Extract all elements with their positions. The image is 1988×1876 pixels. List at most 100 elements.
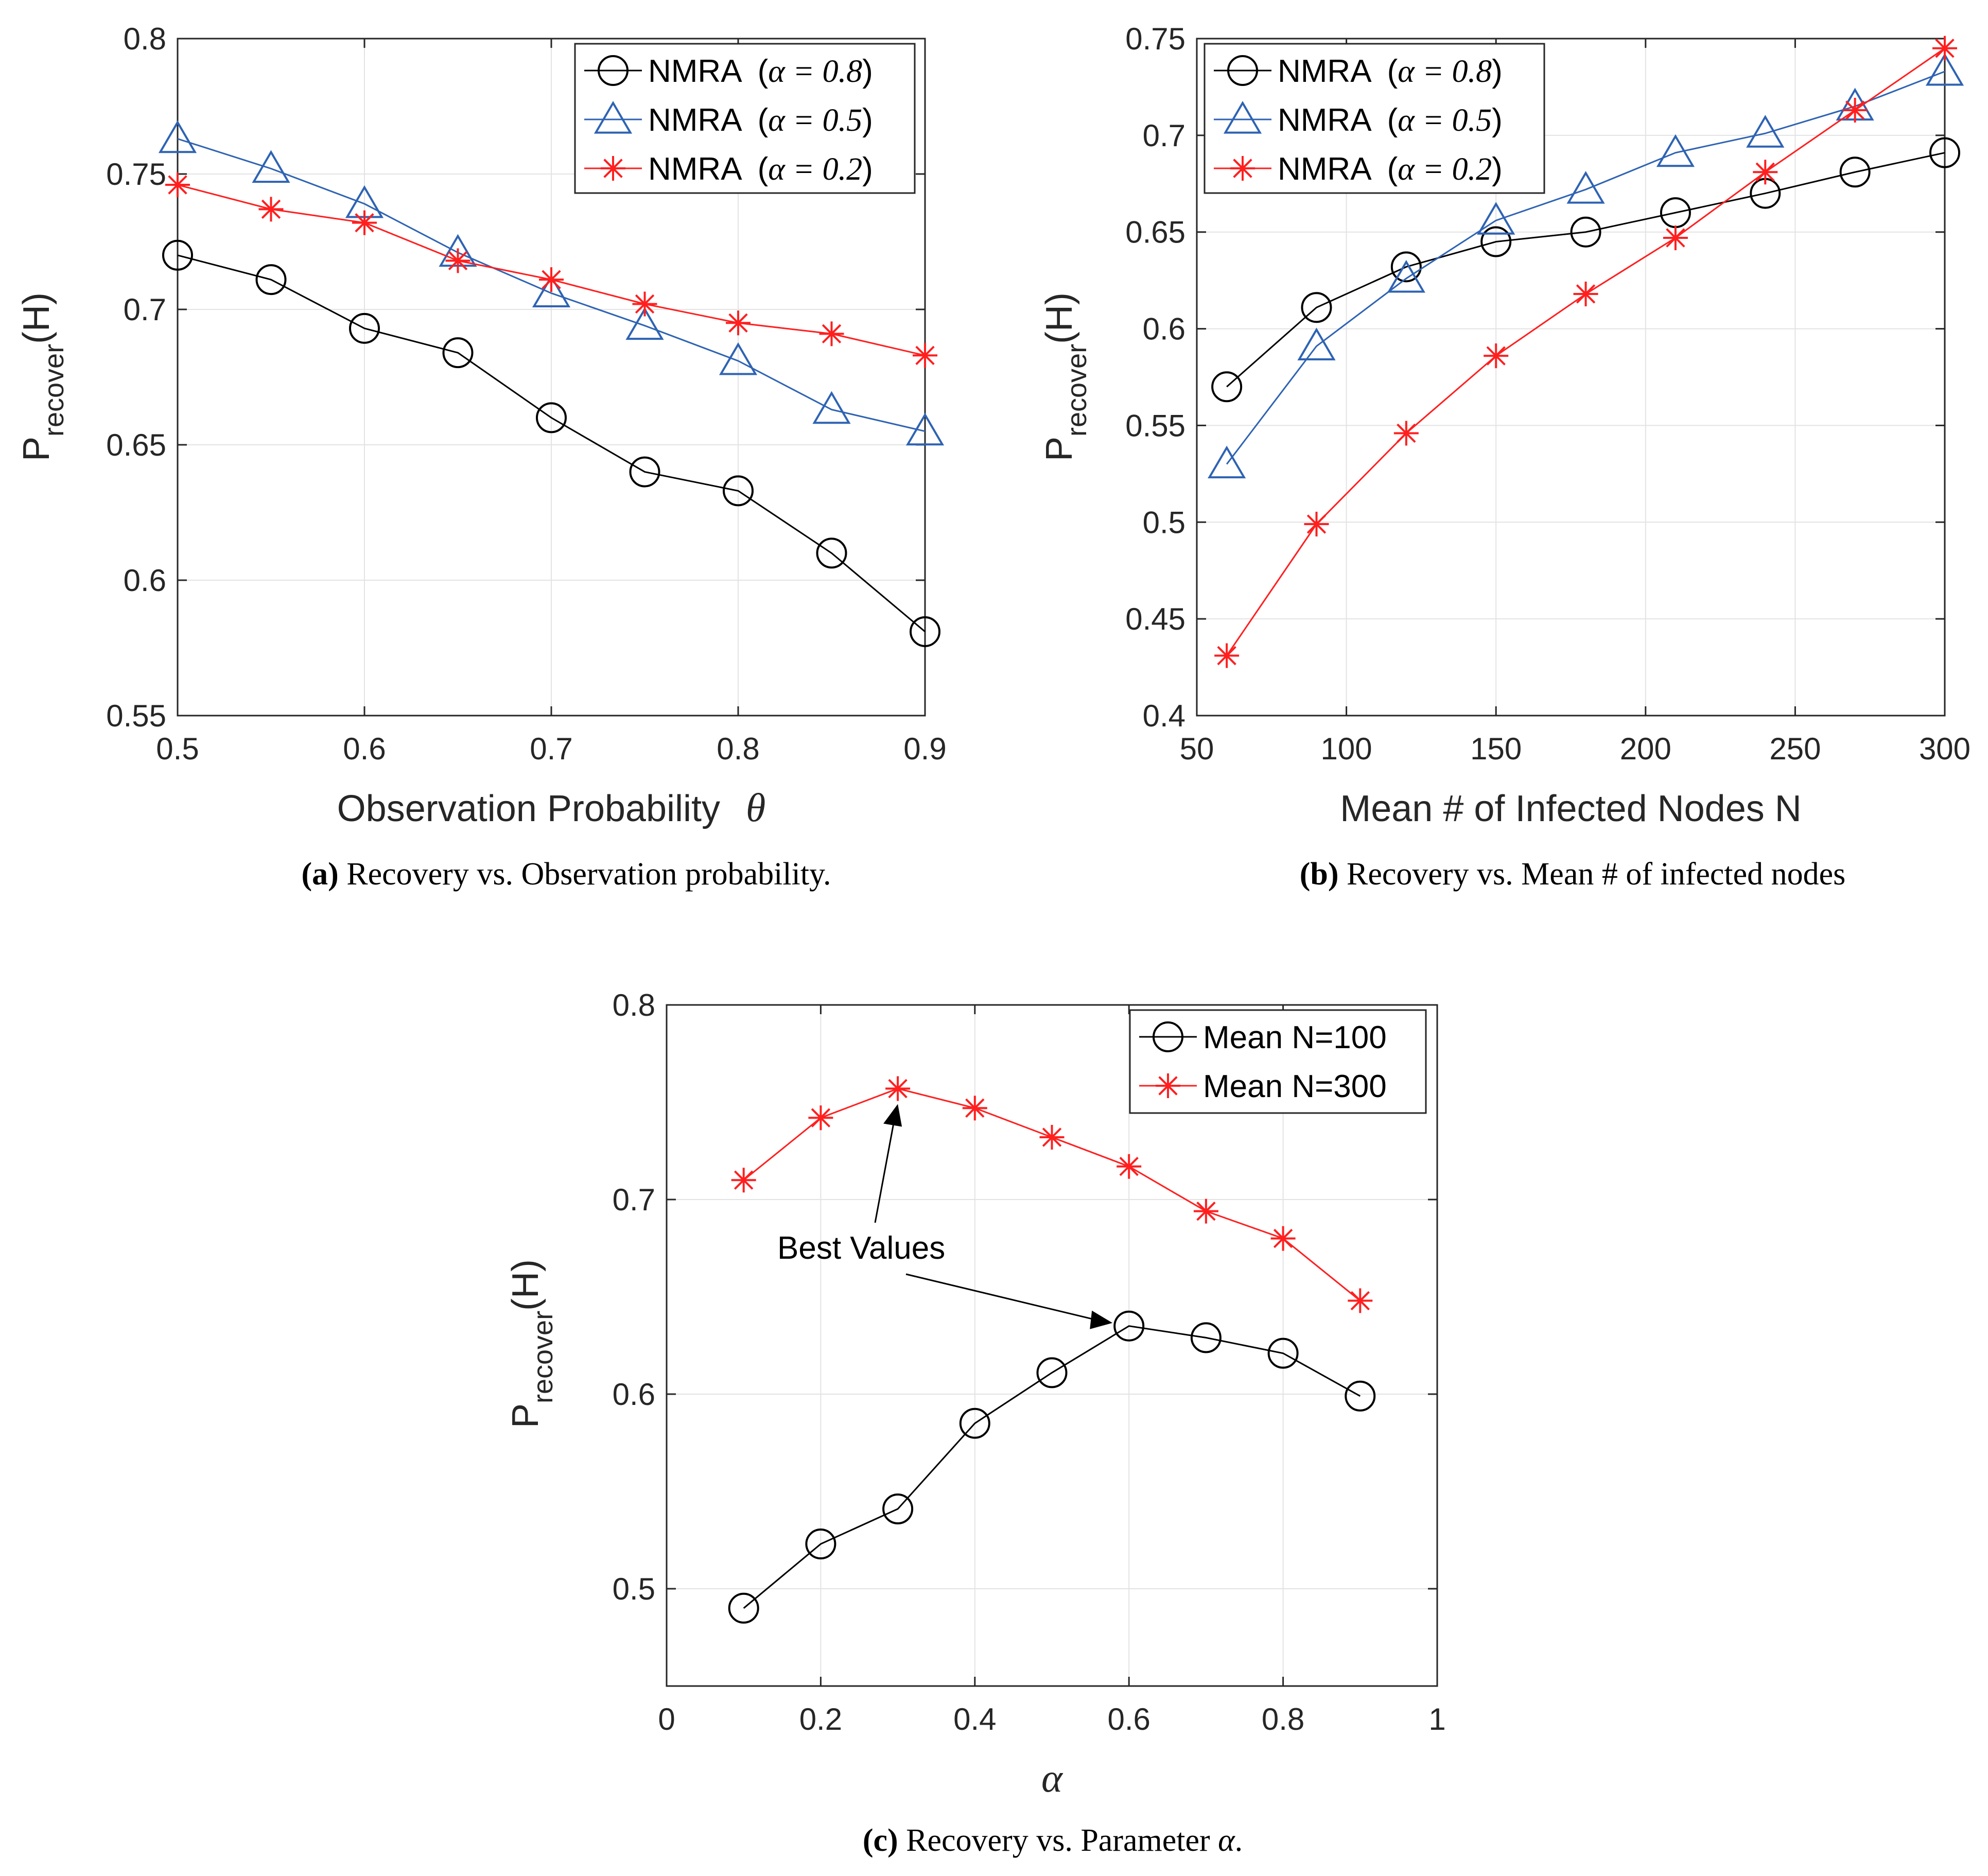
data-point xyxy=(1345,1380,1376,1412)
caption: (b) Recovery vs. Mean # of infected node… xyxy=(1300,857,1846,892)
data-point xyxy=(1393,421,1419,446)
data-point xyxy=(1301,292,1332,323)
series-line xyxy=(177,138,926,432)
series-1 xyxy=(158,120,945,446)
data-point xyxy=(165,172,190,198)
data-point xyxy=(1387,259,1425,293)
data-point xyxy=(1753,160,1778,185)
axes-box xyxy=(666,1004,1438,1687)
data-point xyxy=(1214,643,1240,668)
series-2 xyxy=(165,172,937,368)
data-point xyxy=(1267,1337,1299,1369)
data-point xyxy=(1039,1125,1065,1150)
data-point xyxy=(258,197,284,222)
x-tick-label: 200 xyxy=(1620,732,1671,766)
x-tick-label: 0.4 xyxy=(953,1702,996,1736)
data-point xyxy=(1390,251,1422,283)
series-line xyxy=(1226,71,1945,465)
x-tick-label: 0.9 xyxy=(903,732,946,766)
x-axis-label: Mean # of Infected Nodes N xyxy=(1340,788,1802,829)
legend-marker xyxy=(1156,1073,1180,1098)
x-axis-label: α xyxy=(1041,1756,1063,1800)
data-point xyxy=(1842,98,1868,123)
x-tick-label: 300 xyxy=(1919,732,1970,766)
data-point xyxy=(959,1408,990,1439)
legend: NMRA (α = 0.8) NMRA (α = 0.5) NMRA (α = 0.2) xyxy=(574,43,916,194)
data-point xyxy=(1573,281,1598,306)
data-point xyxy=(905,412,945,446)
data-point xyxy=(252,150,290,183)
legend-marker xyxy=(1153,1021,1183,1052)
legend-marker xyxy=(601,156,625,181)
data-point xyxy=(352,210,377,235)
x-tick-label: 0.5 xyxy=(156,732,199,766)
legend-label: NMRA (α = 0.5) xyxy=(648,102,873,138)
y-tick-label: 0.55 xyxy=(106,699,166,733)
data-point xyxy=(816,537,847,569)
data-point xyxy=(723,475,754,507)
data-point xyxy=(1270,1226,1296,1251)
data-point xyxy=(808,1105,833,1131)
legend-label: NMRA (α = 0.2) xyxy=(648,151,873,187)
x-tick-label: 0.6 xyxy=(1107,1702,1150,1736)
y-tick-label: 0.8 xyxy=(124,22,166,56)
plot-area xyxy=(667,1005,1437,1686)
y-tick-label: 0.4 xyxy=(1143,699,1185,733)
data-point xyxy=(255,264,287,296)
y-tick-label: 0.7 xyxy=(124,292,166,327)
data-point xyxy=(962,1096,987,1121)
y-tick-label: 0.45 xyxy=(1125,602,1185,636)
data-point xyxy=(1570,216,1601,248)
data-point xyxy=(1117,1154,1142,1179)
legend-marker xyxy=(1227,55,1258,86)
data-point xyxy=(536,402,567,433)
series-0 xyxy=(162,239,940,647)
caption: (c) Recovery vs. Parameter α. xyxy=(863,1823,1243,1858)
data-point xyxy=(445,248,470,273)
series-1 xyxy=(731,1076,1373,1313)
chart-b: 50 100 150 200 250 300 0.4 0.45 0.5 0.55 0.6 0.65 0.… xyxy=(1039,22,1970,892)
data-point xyxy=(539,267,564,292)
y-tick-label: 0.6 xyxy=(613,1377,655,1412)
annotation-arrowhead xyxy=(883,1104,902,1127)
annotation-text: Best Values xyxy=(777,1230,945,1266)
series-line xyxy=(177,254,926,633)
y-tick-label: 0.5 xyxy=(1143,505,1185,540)
data-point xyxy=(1190,1322,1222,1353)
data-point xyxy=(1348,1288,1373,1313)
y-tick-label: 0.65 xyxy=(1125,215,1185,250)
x-tick-label: 50 xyxy=(1180,732,1214,766)
legend-marker xyxy=(598,55,629,86)
x-tick-label: 0.8 xyxy=(717,732,759,766)
x-tick-label: 100 xyxy=(1321,732,1372,766)
data-point xyxy=(731,1168,756,1193)
legend-label: NMRA (α = 0.8) xyxy=(648,54,873,89)
data-point xyxy=(629,456,660,488)
data-point xyxy=(1036,1357,1068,1388)
legend-box xyxy=(1204,43,1545,194)
y-tick-label: 0.75 xyxy=(106,157,166,192)
legend: NMRA (α = 0.8) NMRA (α = 0.5) NMRA (α = 0.2) xyxy=(1204,43,1545,194)
y-tick-label: 0.7 xyxy=(613,1183,655,1217)
data-point xyxy=(910,616,940,647)
data-point xyxy=(1211,371,1243,403)
y-tick-label: 0.75 xyxy=(1125,22,1185,56)
data-point xyxy=(1480,226,1512,257)
series-line xyxy=(1226,152,1945,388)
data-point xyxy=(728,1592,759,1624)
x-tick-label: 1 xyxy=(1428,1702,1445,1736)
y-tick-label: 0.5 xyxy=(613,1572,655,1606)
y-tick-label: 0.8 xyxy=(613,988,655,1022)
x-axis-label: Observation Probability θ xyxy=(337,785,766,830)
data-point xyxy=(1839,157,1871,188)
data-point xyxy=(1929,137,1960,168)
legend-marker xyxy=(1230,156,1255,181)
x-tick-label: 0.6 xyxy=(343,732,386,766)
series-0 xyxy=(1211,137,1960,403)
data-point xyxy=(882,1493,914,1525)
axes-box xyxy=(1196,38,1946,717)
y-tick-label: 0.6 xyxy=(1143,312,1185,346)
x-tick-label: 0.2 xyxy=(799,1702,842,1736)
data-point xyxy=(162,239,193,271)
